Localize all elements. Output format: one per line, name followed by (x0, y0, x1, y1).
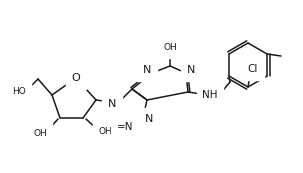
Text: OH: OH (33, 129, 47, 138)
Text: OH: OH (98, 128, 112, 136)
Text: N: N (108, 99, 116, 109)
Text: HO: HO (12, 88, 26, 97)
Text: Cl: Cl (248, 64, 258, 74)
Text: N: N (145, 114, 153, 124)
Text: N: N (187, 65, 195, 75)
Text: =N: =N (117, 122, 133, 132)
Text: O: O (72, 73, 80, 83)
Text: NH: NH (202, 90, 218, 100)
Text: N: N (143, 65, 151, 75)
Text: OH: OH (163, 43, 177, 52)
